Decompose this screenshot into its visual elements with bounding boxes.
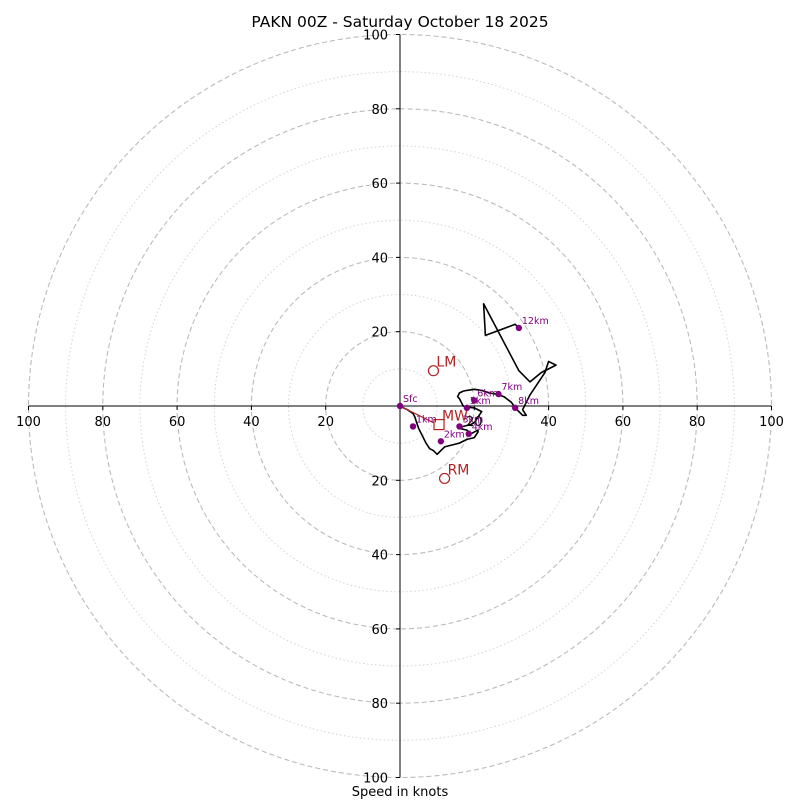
y-tick-label: 100 [363,29,388,44]
height-marker-label: 12km [522,316,549,327]
y-tick-label: 20 [371,474,388,489]
height-marker-point [456,423,463,430]
y-tick-label: 60 [371,623,388,638]
rm-label: RM [448,462,470,478]
chart-title: PAKN 00Z - Saturday October 18 2025 [251,13,548,31]
height-marker-point [409,423,417,430]
height-marker-point [511,404,519,412]
mean-wind-marker [433,418,445,431]
height-marker-point [396,402,404,410]
rm-marker [438,472,451,485]
lm-marker [427,365,440,377]
x-tick-label: 60 [615,415,632,430]
height-marker-label: 3km [462,414,483,425]
lm-label: LM [436,355,456,371]
height-marker-label: Sfc [403,394,418,405]
height-marker-point [463,404,471,412]
storm-motion-group: LM MW RM [399,355,470,485]
y-tick-label: 40 [371,251,388,266]
x-tick-label: 20 [317,415,334,430]
y-tick-label: 100 [363,772,388,787]
height-marker-label: 1km [416,414,437,425]
y-tick-group: 100 80 60 40 20 20 40 60 80 100 [363,29,400,787]
height-marker-label: 7km [501,382,522,393]
x-tick-label: 100 [759,415,784,430]
height-marker-point [495,390,502,398]
x-tick-label: 60 [169,415,186,430]
x-tick-label: 40 [243,415,260,430]
height-marker-label: 8km [518,396,539,407]
x-tick-label: 40 [540,415,557,430]
y-tick-label: 80 [371,697,388,712]
shear-vector [399,405,434,424]
y-tick-label: 20 [371,326,388,341]
height-marker-point [465,430,472,438]
y-tick-label: 60 [371,177,388,192]
height-marker-point [437,438,445,445]
x-axis-label: Speed in knots [352,785,449,800]
y-tick-label: 80 [371,103,388,118]
x-tick-label: 100 [16,415,41,430]
x-tick-label: 80 [689,415,706,430]
y-tick-label: 40 [371,549,388,564]
x-tick-label: 80 [95,415,112,430]
height-marker-point [471,397,478,404]
height-marker-label: 6km [477,388,498,399]
height-marker-point [515,324,523,332]
mw-label: MW [442,409,468,425]
height-marker-label: 5km [470,396,491,407]
height-marker-label: 4km [472,422,493,433]
height-marker-label: 2km [444,429,465,440]
